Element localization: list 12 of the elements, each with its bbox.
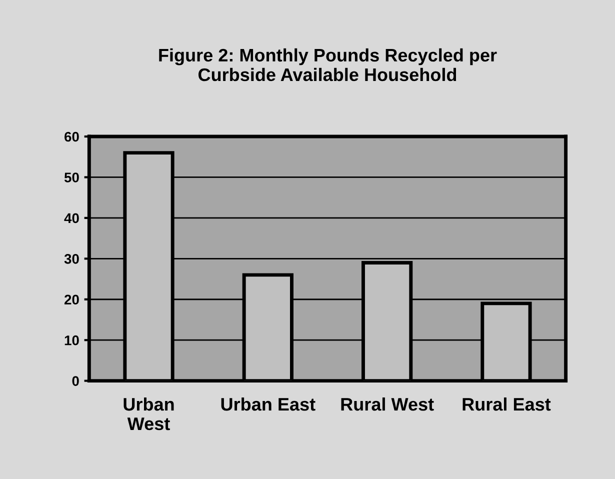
y-tick-label: 60 [64,132,79,142]
y-tick-label: 40 [64,213,79,224]
y-tick-label: 30 [64,254,79,264]
x-tick-label: Rural West [341,397,434,411]
x-tick-label: Rural East [462,397,551,411]
chart-title: Figure 2: Monthly Pounds Recycled per Curbside Available Household [159,48,497,82]
y-tick-label: 50 [64,172,79,182]
x-tick-label: Urban East [221,397,316,411]
y-tick-label: 0 [72,376,79,386]
x-tick-label: Urban West [124,397,174,430]
y-tick-label: 10 [64,335,79,346]
y-tick-label: 20 [64,294,79,305]
